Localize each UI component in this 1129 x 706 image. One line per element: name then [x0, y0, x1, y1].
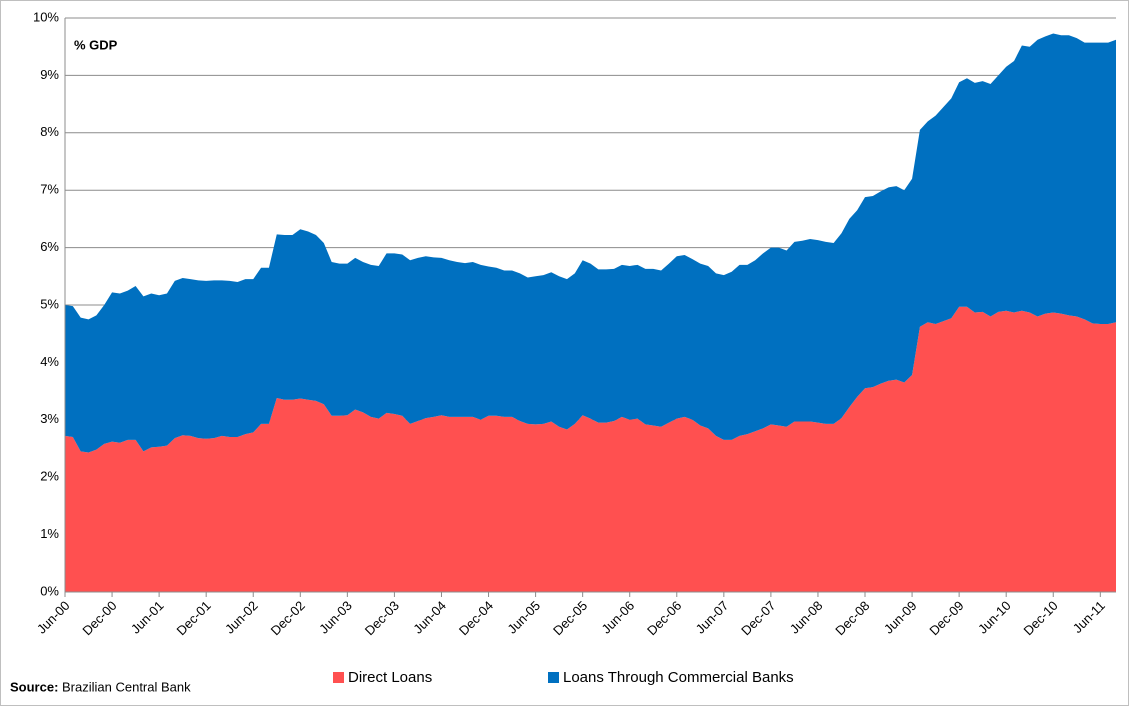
- source-label: Source:: [10, 679, 58, 694]
- legend-label: Loans Through Commercial Banks: [563, 669, 794, 686]
- y-tick-label: 5%: [40, 296, 59, 311]
- y-tick-label: 7%: [40, 182, 59, 197]
- area: [65, 33, 1116, 453]
- y-tick-label: 10%: [33, 9, 59, 24]
- y-tick-label: 0%: [40, 583, 59, 598]
- y-tick-label: 6%: [40, 239, 59, 254]
- legend-label: Direct Loans: [348, 669, 432, 686]
- legend-swatch: [548, 672, 559, 683]
- source: Brazilian Central Bank: [62, 679, 191, 694]
- y-tick-label: 4%: [40, 354, 59, 369]
- y-tick-label: 3%: [40, 411, 59, 426]
- unit-label: % GDP: [74, 37, 118, 52]
- y-tick-label: 2%: [40, 469, 59, 484]
- area: [65, 306, 1116, 592]
- y-tick-label: 9%: [40, 67, 59, 82]
- y-tick-label: 8%: [40, 124, 59, 139]
- y-tick-label: 1%: [40, 526, 59, 541]
- legend-swatch: [333, 672, 344, 683]
